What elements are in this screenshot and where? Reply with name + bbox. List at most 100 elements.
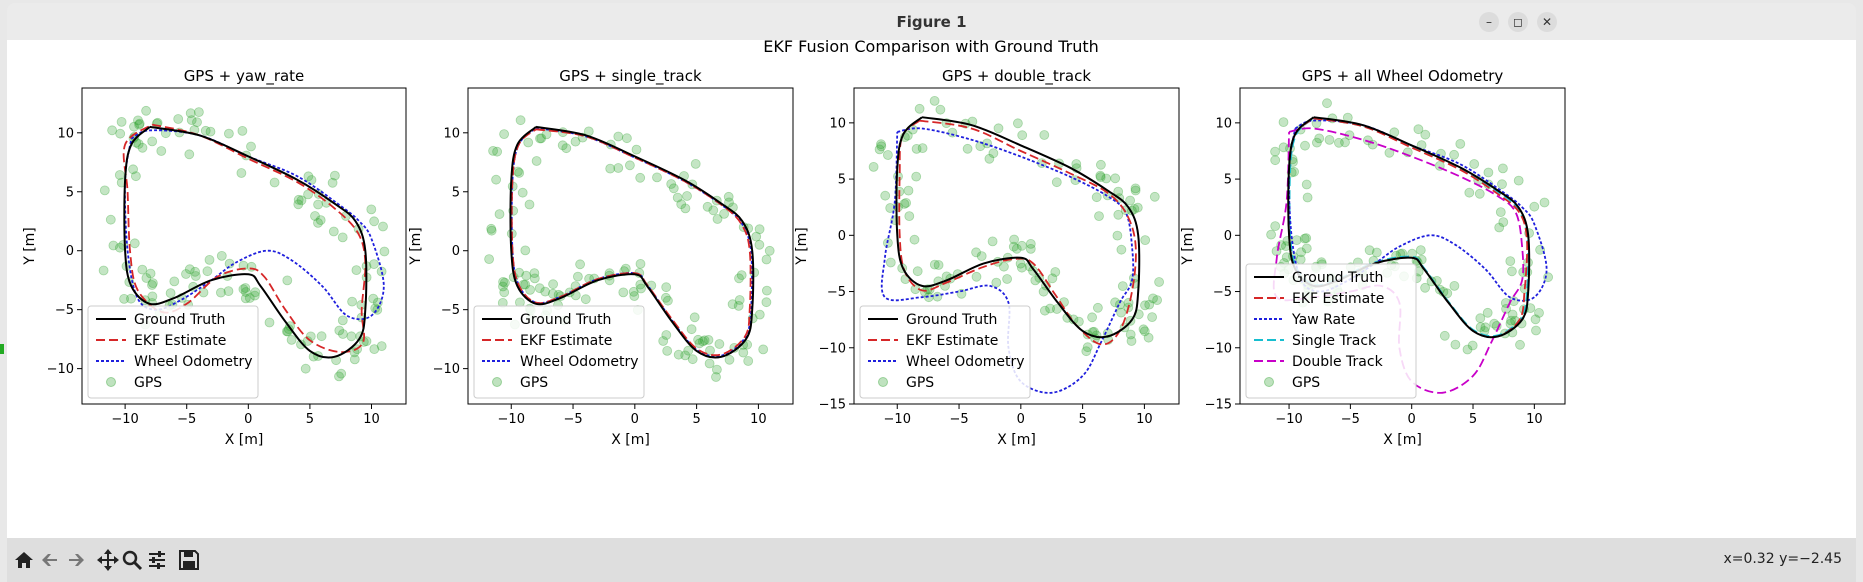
gps-point: [1439, 330, 1450, 341]
gps-point: [130, 171, 141, 182]
gps-point: [680, 203, 691, 214]
gps-point: [240, 287, 251, 297]
gps-point: [876, 139, 886, 150]
gps-point: [1013, 118, 1023, 129]
gps-point: [529, 273, 540, 284]
gps-point: [987, 236, 998, 247]
gps-point: [1017, 262, 1027, 273]
gps-point: [1494, 222, 1505, 233]
ground-truth-line: [895, 116, 1141, 339]
gps-point: [982, 138, 992, 149]
figure-canvas[interactable]: EKF Fusion Comparison with Ground Truth …: [7, 37, 1856, 538]
legend-marker: [492, 377, 502, 387]
gps-point: [988, 148, 999, 159]
gps-point: [999, 261, 1009, 272]
legend: Ground Truth EKF Estimate Wheel Odometry GP…: [87, 305, 259, 399]
gps-point: [223, 286, 234, 297]
gps-point: [540, 286, 551, 297]
gps-point: [300, 363, 311, 374]
gps-point: [1270, 146, 1280, 157]
gps-point: [215, 287, 226, 298]
gps-point: [1081, 346, 1092, 357]
gps-point: [129, 121, 139, 132]
gps-point: [293, 194, 304, 205]
gps-point: [1110, 173, 1121, 184]
pan-icon[interactable]: [94, 546, 122, 574]
gps-point: [984, 153, 995, 164]
gps-point: [1301, 233, 1312, 244]
gps-point: [1278, 117, 1289, 127]
forward-icon[interactable]: [62, 546, 90, 574]
gps-point: [904, 211, 915, 222]
gps-point: [743, 356, 754, 366]
gps-point: [98, 265, 109, 276]
gps-point: [498, 281, 508, 292]
gps-point: [223, 128, 234, 139]
subplot-title: GPS + single_track: [559, 67, 702, 86]
x-tick-label: 10: [1526, 412, 1543, 427]
gps-point: [1529, 201, 1540, 212]
gps-point: [1302, 192, 1313, 203]
gps-point: [1467, 340, 1478, 351]
gps-point: [704, 358, 715, 369]
gps-point: [932, 291, 943, 302]
x-tick-label: −5: [949, 412, 968, 427]
home-icon[interactable]: [10, 546, 38, 574]
gps-point: [580, 294, 591, 305]
close-icon[interactable]: ✕: [1537, 12, 1557, 32]
gps-point: [369, 216, 380, 227]
gps-point: [1482, 307, 1493, 318]
x-tick-label: 10: [363, 412, 380, 427]
subplot-title: GPS + all Wheel Odometry: [1302, 67, 1504, 85]
gps-point: [636, 283, 646, 294]
ekf-estimate-line: [122, 123, 367, 354]
gps-point: [1011, 243, 1022, 254]
save-icon[interactable]: [175, 546, 203, 574]
gps-point: [349, 354, 360, 365]
gps-point: [1125, 195, 1135, 206]
gps-point: [1505, 318, 1516, 329]
gps-point: [929, 96, 940, 106]
gps-point: [128, 164, 138, 175]
gps-point: [1497, 179, 1507, 190]
gps-point: [282, 275, 293, 286]
gps-point: [520, 245, 531, 256]
back-icon[interactable]: [36, 546, 64, 574]
gps-point: [525, 284, 535, 295]
gps-point: [676, 199, 687, 210]
gps-point: [1008, 241, 1019, 252]
window-title: Figure 1: [896, 13, 967, 31]
gps-point: [1071, 159, 1082, 169]
gps-point: [334, 325, 345, 336]
minimize-icon[interactable]: –: [1479, 12, 1499, 32]
gps-point: [682, 191, 692, 201]
x-tick-label: −5: [1341, 412, 1360, 427]
gps-point: [754, 239, 765, 250]
gps-point: [237, 126, 248, 136]
zoom-icon[interactable]: [118, 546, 146, 574]
gps-point: [184, 149, 195, 160]
y-tick-label: −10: [1205, 341, 1232, 356]
gps-point: [303, 171, 314, 182]
x-axis-label: X [m]: [1383, 432, 1422, 448]
configure-icon[interactable]: [143, 546, 171, 574]
x-tick-label: 5: [1078, 412, 1086, 427]
legend-marker: [1264, 377, 1274, 387]
maximize-icon[interactable]: ◻: [1508, 12, 1528, 32]
gps-point: [868, 162, 879, 172]
gps-point: [293, 199, 304, 210]
gps-point: [956, 288, 967, 299]
gps-point: [762, 285, 772, 296]
gps-point: [1450, 339, 1461, 350]
gps-point: [557, 140, 568, 151]
gps-point: [1068, 314, 1079, 325]
gps-point: [369, 344, 380, 355]
gps-point: [1116, 307, 1126, 318]
x-tick-label: −5: [563, 412, 582, 427]
gps-point: [347, 296, 358, 307]
gps-point: [249, 290, 260, 301]
gps-point: [661, 292, 671, 303]
gps-point: [499, 129, 510, 139]
legend-label: EKF Estimate: [134, 333, 226, 349]
legend-label: Wheel Odometry: [134, 354, 253, 370]
